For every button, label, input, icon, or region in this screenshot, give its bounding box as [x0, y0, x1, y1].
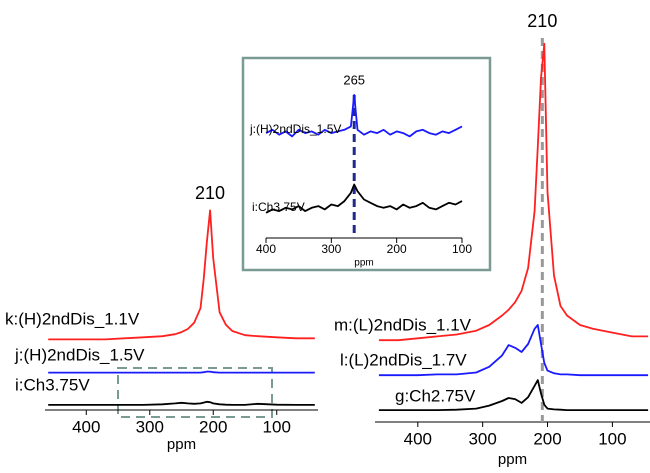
peak-label: 265	[343, 72, 365, 87]
series-label: g:Ch2.75V	[395, 386, 476, 405]
series-label: j:(H)2ndDis_1.5V	[14, 345, 145, 364]
series-label: j:(H)2ndDis_1.5V	[249, 122, 341, 136]
x-axis-label: ppm	[498, 451, 527, 468]
spectrum-line	[378, 42, 649, 342]
peak-label: 210	[527, 11, 557, 31]
spectrum-line	[48, 400, 315, 406]
x-axis-label: ppm	[354, 258, 373, 269]
spectrum-line	[48, 370, 315, 374]
series-label: m:(L)2ndDis_1.1V	[334, 315, 472, 334]
spectrum-line	[265, 183, 463, 214]
x-tick-label: 200	[387, 242, 407, 256]
spectrum-line	[265, 94, 463, 138]
x-tick-label: 200	[533, 429, 561, 448]
x-tick-label: 400	[256, 242, 276, 256]
x-tick-label: 300	[136, 417, 164, 436]
x-tick-label: 400	[72, 417, 100, 436]
series-label: i:Ch3.75V	[15, 375, 90, 394]
spectrum-line	[378, 379, 649, 411]
series-label: l:(L)2ndDis_1.7V	[340, 350, 467, 369]
spectrum-line	[48, 209, 315, 341]
inset-frame	[241, 56, 492, 272]
zoom-box	[117, 367, 273, 418]
series-label: i:Ch3.75V	[252, 200, 305, 214]
x-axis-label: ppm	[167, 436, 196, 453]
x-tick-label: 100	[452, 242, 472, 256]
x-tick-label: 100	[598, 429, 626, 448]
x-tick-label: 400	[404, 429, 432, 448]
x-tick-label: 100	[263, 417, 291, 436]
series-label: k:(H)2ndDis_1.1V	[5, 309, 140, 328]
x-tick-label: 200	[199, 417, 227, 436]
x-tick-label: 300	[321, 242, 341, 256]
x-tick-label: 300	[468, 429, 496, 448]
spectrum-line	[378, 324, 649, 377]
peak-label: 210	[195, 183, 225, 203]
